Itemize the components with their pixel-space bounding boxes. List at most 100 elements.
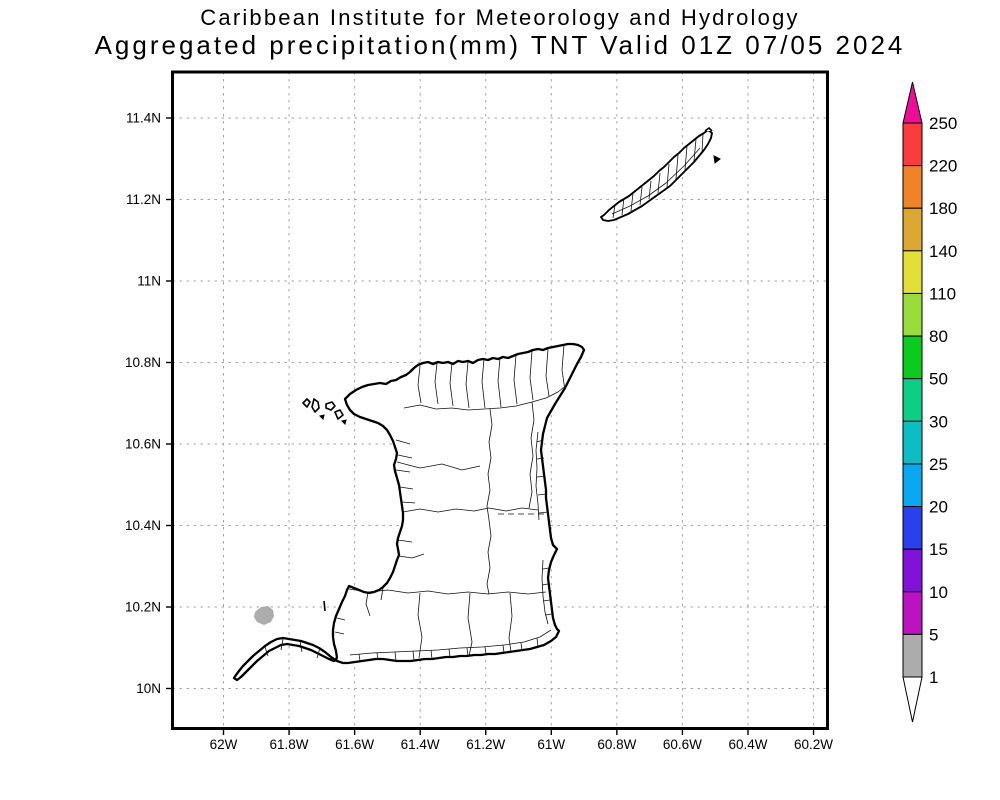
subdivision-boundary: [316, 647, 321, 659]
tobago-islet: [704, 127, 713, 132]
subdivision-boundary: [280, 638, 284, 651]
x-tick-label: 61.2W: [466, 737, 505, 752]
subdivision-boundary: [536, 439, 544, 443]
subdivision-boundary: [502, 644, 505, 654]
subdivision-boundary: [466, 647, 469, 657]
colorbar-level-label: 50: [929, 370, 948, 389]
subdivision-boundary: [541, 559, 549, 625]
colorbar-level-label: 15: [929, 540, 948, 559]
subdivision-boundary: [365, 591, 371, 617]
subdivision-boundary: [334, 631, 345, 635]
precip-area-1-5mm: [254, 606, 274, 625]
subdivision-boundary: [542, 599, 551, 602]
subdivision-boundary: [538, 511, 549, 514]
subdivision-boundary: [693, 138, 697, 162]
subdivision-boundary: [657, 172, 661, 194]
colorbar-segment: [902, 292, 923, 337]
bocas-islet: [311, 398, 320, 413]
y-tick-label: 10.8N: [125, 355, 161, 370]
colorbar-segment: [902, 207, 923, 252]
colorbar-segment: [902, 250, 923, 294]
colorbar-segment: [902, 506, 923, 550]
colorbar-level-label: 5: [929, 625, 938, 644]
subdivision-boundary: [402, 507, 539, 513]
colorbar-segment: [902, 122, 923, 167]
bocas-islet: [319, 414, 325, 420]
colorbar-segment: [902, 165, 923, 209]
subdivision-boundary: [349, 629, 552, 656]
x-tick-label: 60.2W: [794, 737, 833, 752]
colorbar-arrow-below-min: [902, 676, 923, 723]
subdivision-boundary: [358, 653, 361, 662]
subdivision-boundary: [529, 350, 534, 401]
colorbar-segment: [902, 591, 923, 635]
bocas-islet: [302, 398, 311, 408]
colorbar-arrow-above-max: [902, 81, 923, 124]
subdivision-boundary: [397, 454, 413, 459]
subdivision-boundary: [520, 642, 523, 651]
subdivision-boundary: [395, 469, 411, 473]
subdivision-boundary: [430, 649, 433, 660]
subdivision-boundary: [611, 147, 701, 215]
x-tick-label: 60.6W: [663, 737, 702, 752]
colorbar-level-label: 140: [929, 242, 957, 261]
y-tick-label: 10N: [136, 681, 161, 696]
bocas-islet: [325, 401, 336, 411]
pier-mark: [323, 600, 326, 612]
subdivision-boundary: [336, 617, 346, 621]
subdivision-boundary: [684, 145, 688, 171]
subdivision-boundary: [380, 587, 384, 601]
subdivision-boundary: [544, 613, 553, 616]
colorbar-level-label: 110: [929, 284, 956, 303]
colorbar-segment: [902, 633, 923, 678]
subdivision-boundary: [675, 154, 679, 180]
x-tick-label: 61.4W: [401, 737, 440, 752]
subdivision-boundary: [484, 646, 487, 655]
subdivision-boundary: [412, 650, 415, 661]
y-tick-label: 11.4N: [126, 111, 161, 126]
subdivision-boundary: [396, 461, 481, 471]
subdivision-boundary: [348, 588, 547, 595]
subdivision-boundary: [612, 204, 616, 219]
tobago-coastline: [600, 129, 713, 222]
colorbar-segment: [902, 378, 923, 422]
subdivision-boundary: [497, 357, 502, 408]
colorbar-level-label: 250: [929, 114, 957, 133]
y-axis-labels: 11.4N 11.2N 11N 10.8N 10.6N 10.4N 10.2N 10N: [125, 111, 161, 697]
subdivision-boundary: [434, 362, 439, 405]
subdivision-boundary: [394, 651, 397, 662]
x-axis-labels: 62W 61.8W 61.6W 61.4W 61.2W 61W 60.8W 60.6W 60.4…: [210, 737, 834, 752]
colorbar-level-label: 220: [929, 157, 957, 176]
y-tick-label: 10.6N: [125, 437, 161, 452]
subdivision-boundary: [403, 383, 569, 411]
subdivision-boundary: [486, 519, 492, 595]
colorbar-level-label: 30: [929, 412, 948, 431]
colorbar-segment: [902, 548, 923, 593]
bocas-islets: [302, 398, 347, 612]
subdivision-boundary: [398, 553, 425, 559]
subdivision-boundary: [417, 365, 422, 404]
colorbar-level-label: 10: [929, 583, 948, 602]
subdivision-boundary: [536, 457, 545, 460]
subdivision-boundary: [486, 408, 493, 521]
subdivision-boundary: [545, 348, 550, 397]
subdivision-boundary: [401, 501, 416, 504]
x-tick-label: 61.6W: [335, 737, 374, 752]
trinidad-coastline: [232, 342, 586, 682]
subdivision-boundary: [648, 180, 652, 200]
islands-group: [232, 127, 721, 682]
page-title: Caribbean Institute for Meteorology and …: [200, 5, 800, 30]
y-tick-label: 10.2N: [125, 600, 161, 615]
axis-ticks: [166, 117, 815, 735]
subdivision-boundary: [536, 475, 546, 478]
subdivision-boundary: [449, 362, 454, 407]
subdivision-boundary: [399, 486, 414, 490]
x-tick-label: 61.8W: [270, 737, 309, 752]
y-tick-label: 11N: [137, 274, 161, 289]
subdivision-boundary: [535, 431, 540, 521]
subdivision-boundary: [513, 354, 518, 405]
x-tick-label: 60.8W: [597, 737, 636, 752]
subdivision-boundary: [542, 567, 550, 570]
